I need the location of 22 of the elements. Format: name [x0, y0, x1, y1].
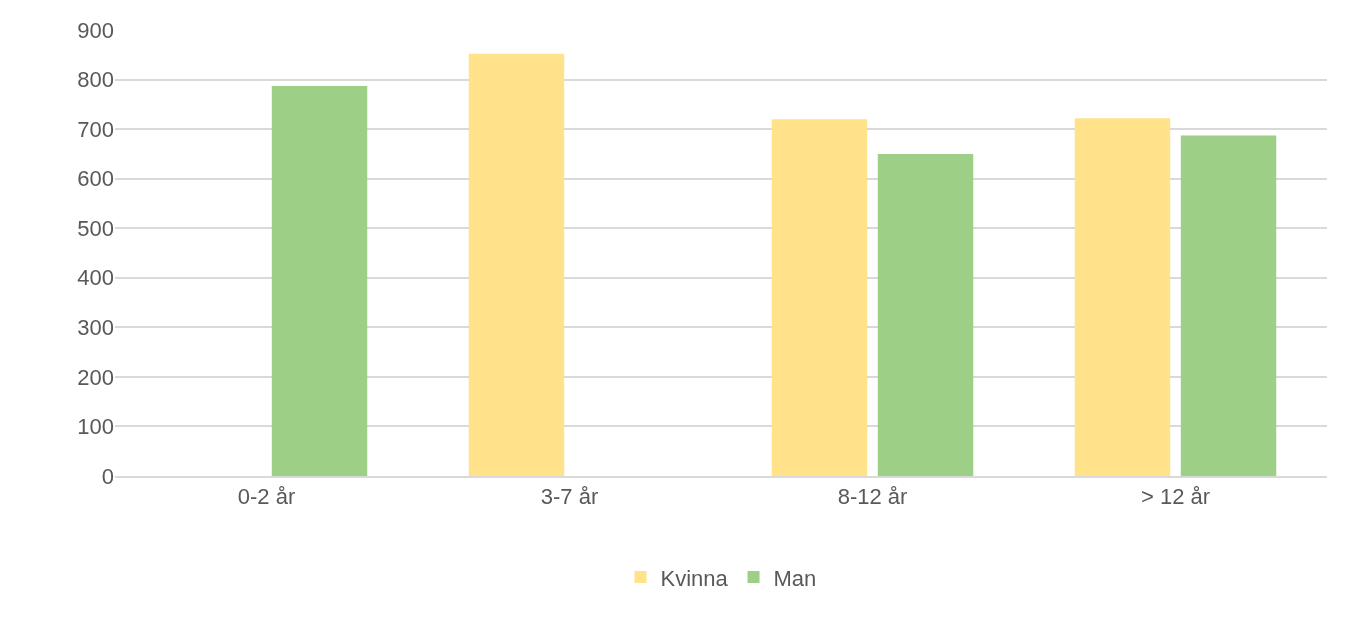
legend-label: Man: [773, 565, 817, 591]
y-tick-label: 600: [77, 166, 114, 192]
y-tick-label: 900: [77, 17, 114, 43]
y-tick-label: 800: [77, 67, 114, 93]
y-tick-label: 100: [77, 414, 114, 440]
y-tick-label: 700: [77, 116, 114, 142]
legend-label: Kvinna: [660, 565, 729, 591]
bar: [1180, 135, 1277, 476]
bar: [1074, 118, 1171, 476]
y-tick-label: 500: [77, 215, 114, 241]
y-tick-label: 0: [101, 463, 114, 489]
x-tick-label: > 12 år: [1140, 484, 1211, 510]
x-tick-label: 8-12 år: [837, 484, 908, 510]
bar: [468, 53, 565, 476]
x-tick-label: 0-2 år: [237, 484, 296, 510]
bar: [271, 86, 368, 476]
x-tick-label: 3-7 år: [540, 484, 599, 510]
bar: [877, 153, 974, 476]
y-tick-label: 400: [77, 265, 114, 291]
y-tick-label: 200: [77, 364, 114, 390]
bar: [771, 119, 868, 476]
y-tick-label: 300: [77, 315, 114, 341]
